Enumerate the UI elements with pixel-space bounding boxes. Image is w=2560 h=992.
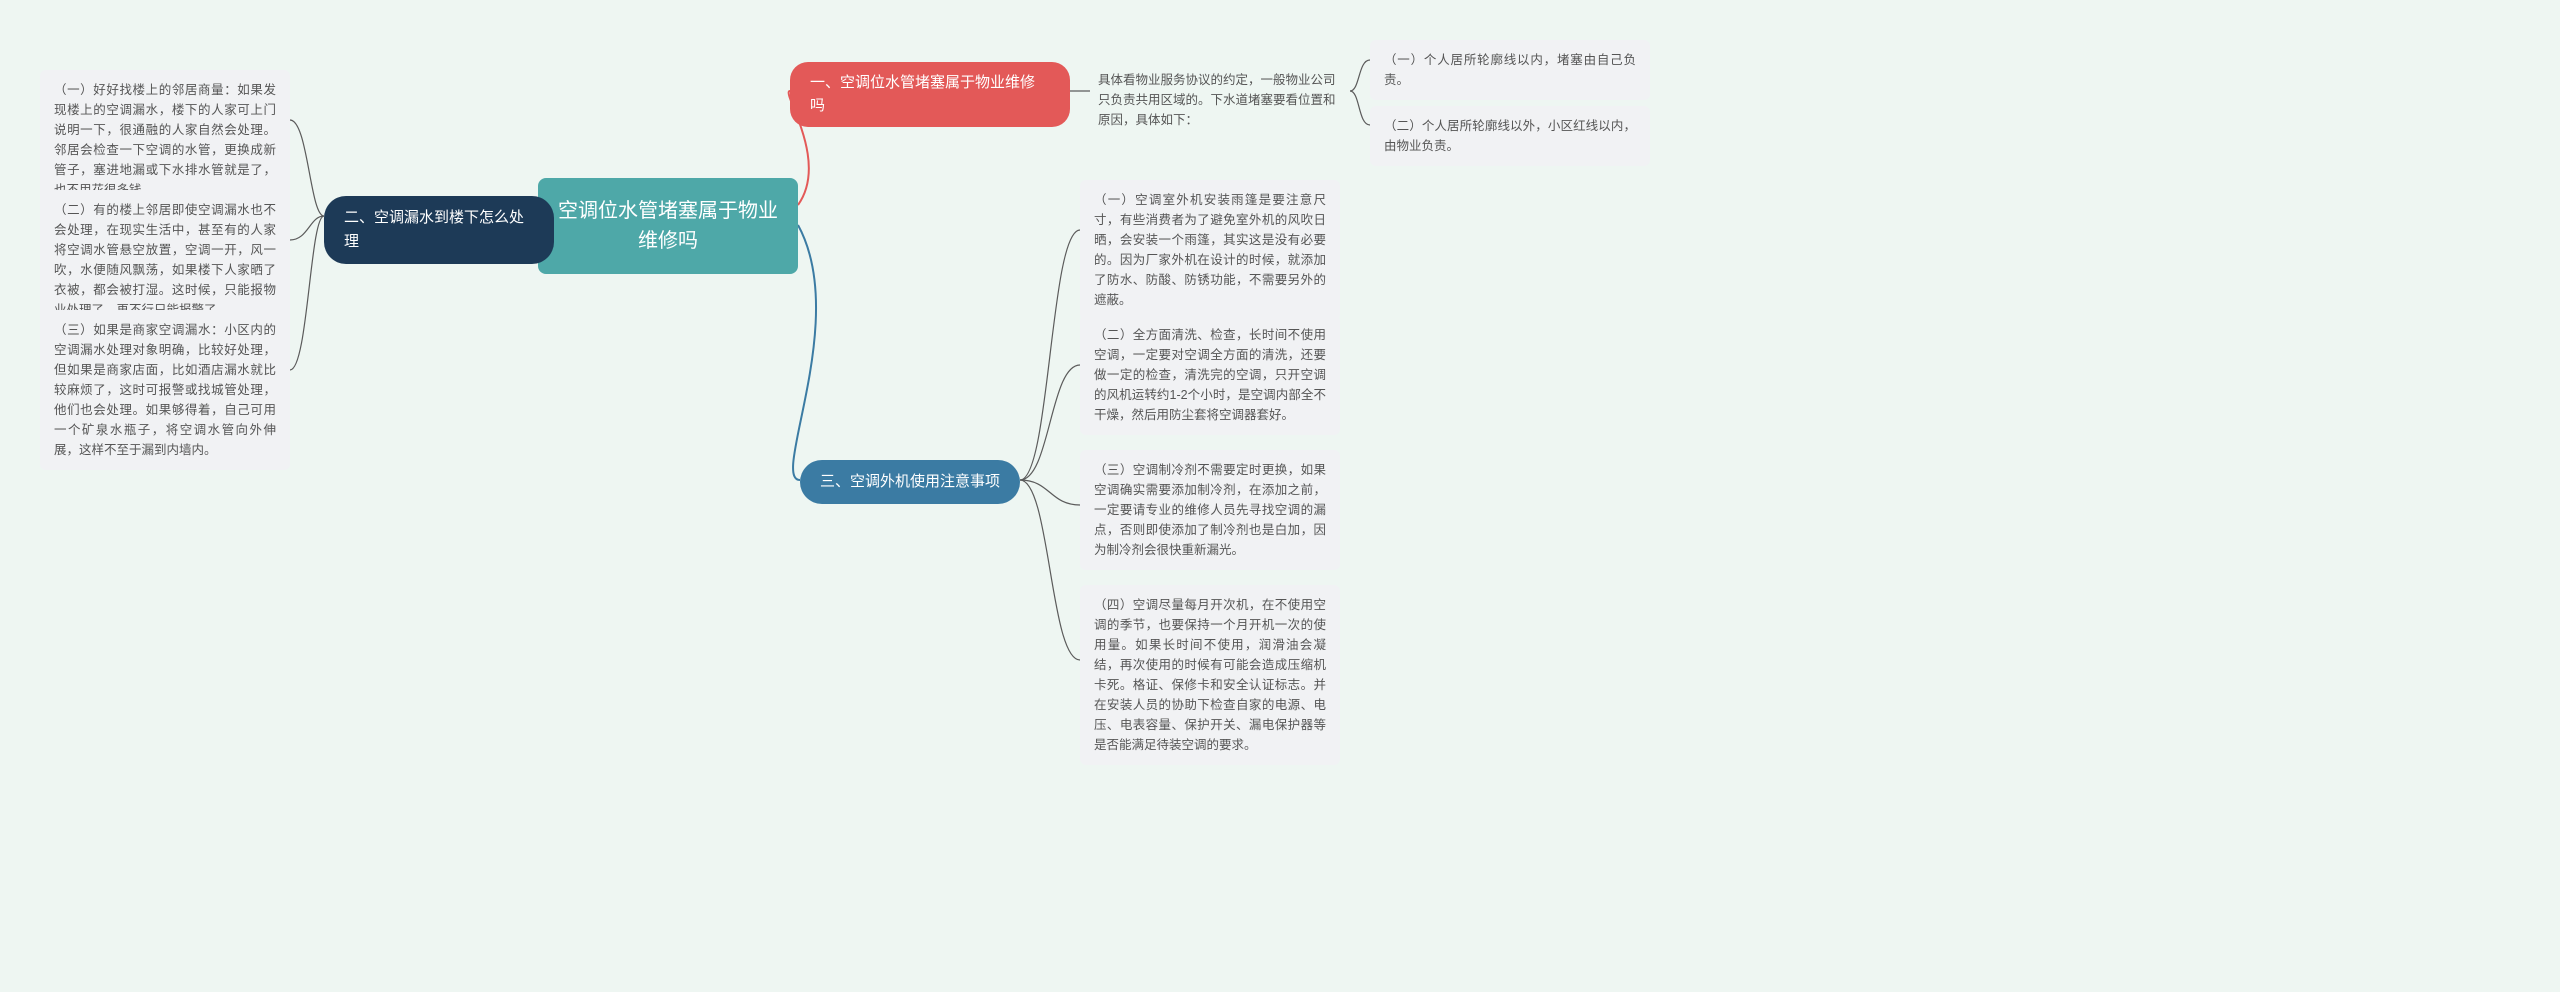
branch-2-leaf-1-text: （一）好好找楼上的邻居商量：如果发现楼上的空调漏水，楼下的人家可上门说明一下，很… xyxy=(54,83,276,197)
branch-3-leaf-4-text: （四）空调尽量每月开次机，在不使用空调的季节，也要保持一个月开机一次的使用量。如… xyxy=(1094,598,1326,752)
branch-1-leaf-2-text: （二）个人居所轮廓线以外，小区红线以内，由物业负责。 xyxy=(1384,119,1636,153)
branch-2-leaf-1: （一）好好找楼上的邻居商量：如果发现楼上的空调漏水，楼下的人家可上门说明一下，很… xyxy=(40,70,290,210)
branch-1-leaf-1-text: （一）个人居所轮廓线以内，堵塞由自己负责。 xyxy=(1384,53,1636,87)
branch-3-leaf-2-text: （二）全方面清洗、检查，长时间不使用空调，一定要对空调全方面的清洗，还要做一定的… xyxy=(1094,328,1326,422)
center-text: 空调位水管堵塞属于物业维修吗 xyxy=(558,200,778,252)
branch-3-leaf-2: （二）全方面清洗、检查，长时间不使用空调，一定要对空调全方面的清洗，还要做一定的… xyxy=(1080,315,1340,435)
branch-3-leaf-4: （四）空调尽量每月开次机，在不使用空调的季节，也要保持一个月开机一次的使用量。如… xyxy=(1080,585,1340,765)
branch-2-leaf-2-text: （二）有的楼上邻居即使空调漏水也不会处理，在现实生活中，甚至有的人家将空调水管悬… xyxy=(54,203,276,317)
branch-1: 一、空调位水管堵塞属于物业维修吗 xyxy=(790,62,1070,127)
branch-3-leaf-1: （一）空调室外机安装雨篷是要注意尺寸，有些消费者为了避免室外机的风吹日晒，会安装… xyxy=(1080,180,1340,320)
branch-3: 三、空调外机使用注意事项 xyxy=(800,460,1020,504)
center-node: 空调位水管堵塞属于物业维修吗 xyxy=(538,178,798,274)
branch-2-leaf-3: （三）如果是商家空调漏水：小区内的空调漏水处理对象明确，比较好处理，但如果是商家… xyxy=(40,310,290,470)
branch-3-leaf-1-text: （一）空调室外机安装雨篷是要注意尺寸，有些消费者为了避免室外机的风吹日晒，会安装… xyxy=(1094,193,1326,307)
branch-2-leaf-2: （二）有的楼上邻居即使空调漏水也不会处理，在现实生活中，甚至有的人家将空调水管悬… xyxy=(40,190,290,330)
branch-3-leaf-3-text: （三）空调制冷剂不需要定时更换，如果空调确实需要添加制冷剂，在添加之前，一定要请… xyxy=(1094,463,1326,557)
branch-1-leaf-2: （二）个人居所轮廓线以外，小区红线以内，由物业负责。 xyxy=(1370,106,1650,166)
branch-3-label: 三、空调外机使用注意事项 xyxy=(820,470,1000,494)
branch-2-leaf-3-text: （三）如果是商家空调漏水：小区内的空调漏水处理对象明确，比较好处理，但如果是商家… xyxy=(54,323,276,457)
branch-1-sub: 具体看物业服务协议的约定，一般物业公司只负责共用区域的。下水道堵塞要看位置和原因… xyxy=(1090,66,1350,134)
branch-2: 二、空调漏水到楼下怎么处理 xyxy=(324,196,554,264)
branch-1-sub-text: 具体看物业服务协议的约定，一般物业公司只负责共用区域的。下水道堵塞要看位置和原因… xyxy=(1098,73,1336,127)
branch-3-leaf-3: （三）空调制冷剂不需要定时更换，如果空调确实需要添加制冷剂，在添加之前，一定要请… xyxy=(1080,450,1340,570)
branch-1-leaf-1: （一）个人居所轮廓线以内，堵塞由自己负责。 xyxy=(1370,40,1650,100)
branch-1-label: 一、空调位水管堵塞属于物业维修吗 xyxy=(810,74,1035,114)
branch-2-label: 二、空调漏水到楼下怎么处理 xyxy=(344,206,534,254)
